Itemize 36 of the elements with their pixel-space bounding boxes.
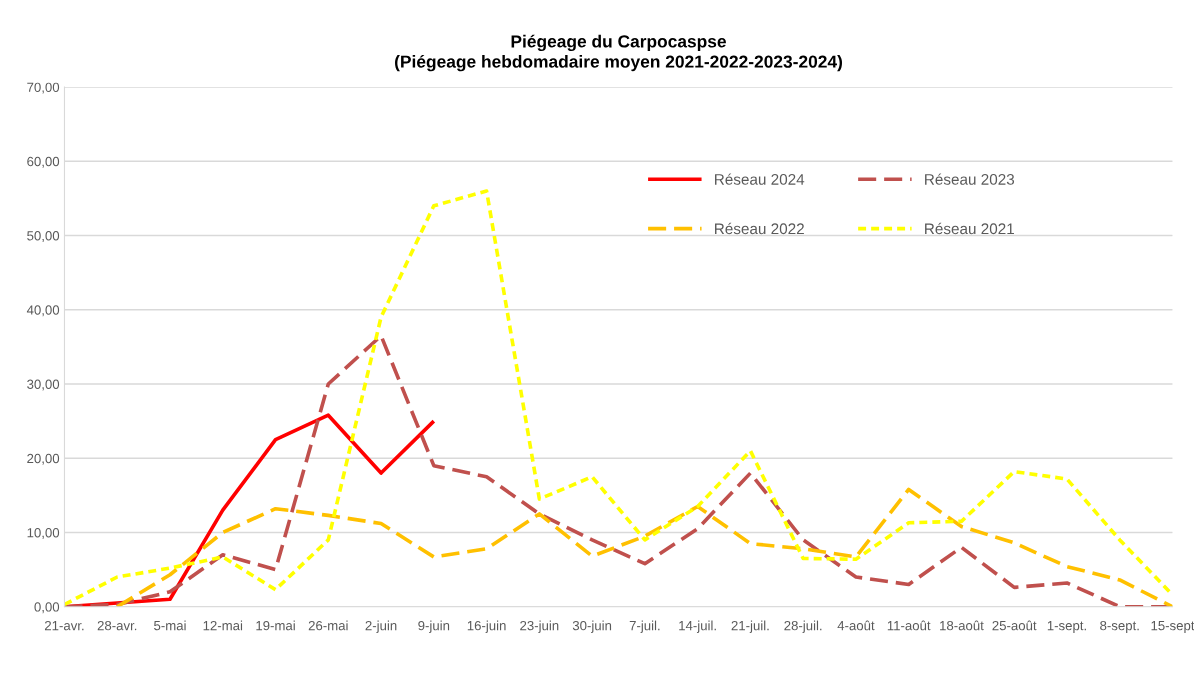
x-tick-label: 25-août [992, 620, 1037, 631]
y-tick-label: 0,00 [34, 602, 60, 614]
x-tick-label: 5-mai [154, 620, 186, 631]
x-tick-label: 23-juin [520, 620, 559, 633]
x-tick-label: 8-sept. [1100, 620, 1139, 633]
x-tick-label: 15-sept [1151, 621, 1194, 633]
x-tick-label: 21-avr. [44, 620, 84, 631]
legend-label: Réseau 2021 [925, 222, 1014, 235]
legend-label: Réseau 2024 [715, 173, 805, 185]
y-tick-label: 50,00 [27, 231, 60, 242]
legend-label: Réseau 2022 [715, 222, 804, 235]
y-tick-label: 40,00 [26, 305, 60, 317]
y-tick-label: 10,00 [27, 528, 60, 539]
y-tick-label: 60,00 [27, 156, 60, 168]
y-tick-label: 70,00 [27, 82, 60, 94]
legend-label: Réseau 2023 [925, 173, 1015, 185]
x-tick-label: 28-juil. [784, 620, 822, 633]
x-tick-label: 19-mai [256, 620, 295, 631]
x-tick-label: 14-juil. [679, 620, 716, 633]
y-tick-label: 30,00 [27, 379, 60, 391]
x-tick-label: 16-juin [467, 620, 506, 633]
x-tick-label: 28-avr. [97, 620, 137, 631]
line-series [115, 487, 1173, 607]
x-tick-label: 2-juin [365, 620, 397, 633]
x-tick-label: 12-mai [203, 620, 243, 631]
y-tick-label: 20,00 [27, 453, 60, 465]
x-tick-label: 30-juin [572, 620, 612, 633]
chart-title: Piégeage du Carpocaspse (Piégeage hebdomadaire moyen 2021-2022-2023-2024) [395, 34, 843, 72]
x-tick-label: 11-août [887, 620, 931, 631]
x-tick-label: 26-mai [308, 620, 348, 631]
x-tick-label: 18-août [940, 620, 984, 631]
x-tick-label: 1-sept. [1047, 621, 1086, 633]
x-tick-label: 4-août [837, 620, 875, 631]
x-tick-label: 21-juil. [731, 620, 769, 633]
x-tick-label: 7-juil. [629, 620, 660, 633]
x-tick-label: 9-juin [418, 620, 450, 633]
